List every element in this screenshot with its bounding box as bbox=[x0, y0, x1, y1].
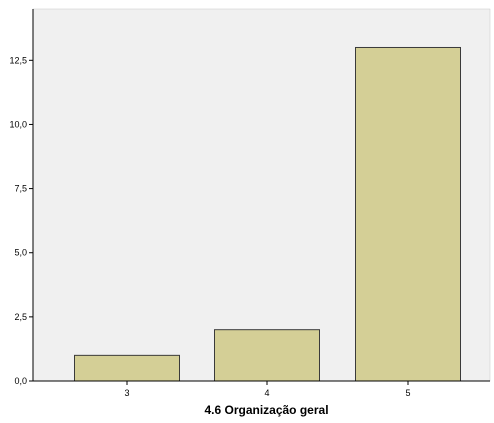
x-axis-title: 4.6 Organização geral bbox=[204, 403, 328, 417]
bar-3 bbox=[74, 354, 180, 382]
y-tick-label: 5,0 bbox=[14, 248, 27, 258]
y-tick-label: 0,0 bbox=[14, 376, 27, 386]
bar-4 bbox=[214, 329, 320, 382]
y-tick-label: 2,5 bbox=[14, 312, 27, 322]
x-ticks-group: 3 4 5 bbox=[124, 381, 411, 398]
x-tick-label: 3 bbox=[124, 388, 129, 398]
y-tick-label: 7,5 bbox=[14, 184, 27, 194]
bars-group bbox=[74, 46, 461, 382]
y-tick-label: 10,0 bbox=[9, 119, 27, 129]
x-tick-label: 4 bbox=[264, 388, 269, 398]
bar-5 bbox=[355, 46, 461, 382]
x-tick-label: 5 bbox=[405, 388, 410, 398]
y-ticks-group: 0,0 2,5 5,0 7,5 10,0 12,5 bbox=[9, 55, 33, 386]
y-tick-label: 12,5 bbox=[9, 55, 27, 65]
